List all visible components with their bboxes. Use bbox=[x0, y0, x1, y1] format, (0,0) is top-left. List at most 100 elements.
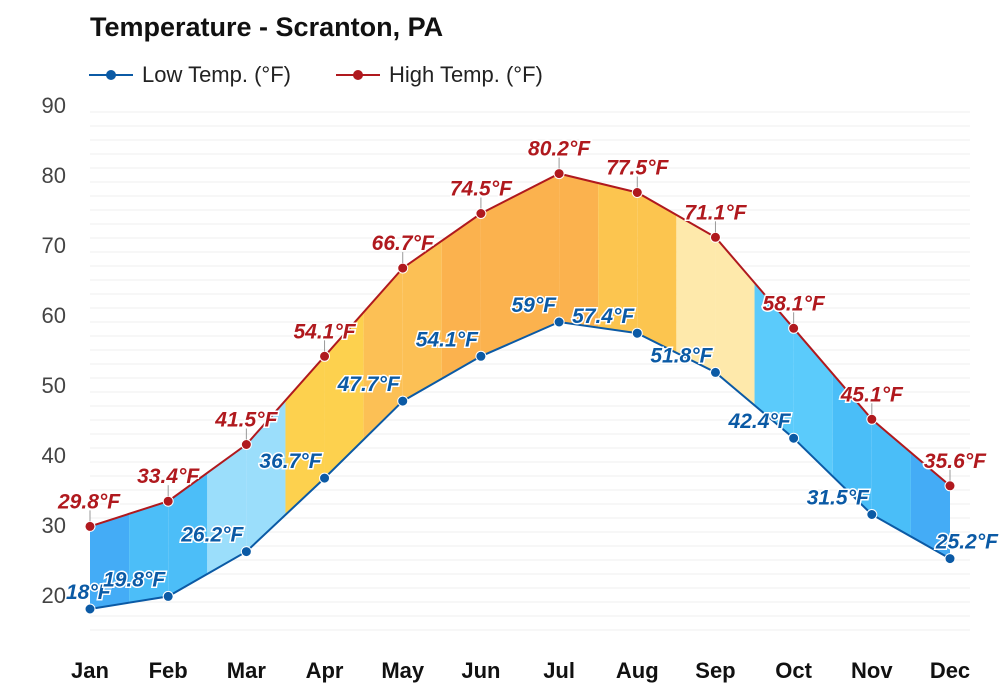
low-temp-line bbox=[89, 320, 951, 610]
low-temp-point[interactable] bbox=[162, 590, 174, 602]
high-temp-label: 71.1°F bbox=[684, 201, 747, 224]
high-temp-point[interactable] bbox=[631, 187, 643, 198]
y-tick-label: 40 bbox=[42, 443, 66, 468]
high-temp-label: 80.2°F bbox=[528, 138, 591, 161]
range-band-sep bbox=[715, 237, 755, 406]
high-temp-label: 74.5°F bbox=[450, 178, 513, 201]
range-band-may bbox=[363, 268, 403, 440]
high-temp-point[interactable] bbox=[162, 495, 174, 507]
legend-swatch-low bbox=[89, 70, 133, 80]
x-tick-label: May bbox=[381, 658, 425, 683]
low-temp-label: 47.7°F bbox=[337, 373, 401, 396]
low-temp-label: 57.4°F bbox=[572, 305, 635, 328]
y-tick-label: 70 bbox=[42, 233, 66, 258]
data-labels: 29.8°F 33.4°F 41.5°F 54.1°F 66.7°F 74.5°F 80.2… bbox=[56, 136, 1000, 605]
low-temp-label: 26.2°F bbox=[180, 524, 244, 547]
legend-label-low: Low Temp. (°F) bbox=[142, 62, 291, 87]
range-band-apr bbox=[285, 356, 325, 515]
high-temp-point[interactable] bbox=[240, 439, 252, 450]
x-tick-label: Aug bbox=[616, 658, 659, 683]
high-temp-label: 66.7°F bbox=[372, 232, 435, 255]
chart-title: Temperature - Scranton, PA bbox=[90, 12, 444, 42]
x-tick-label: Mar bbox=[227, 658, 267, 683]
range-bands bbox=[90, 173, 950, 609]
range-band-mar bbox=[207, 444, 247, 574]
low-temp-label: 19.8°F bbox=[103, 568, 166, 591]
range-band-nov bbox=[871, 419, 911, 537]
low-temp-point[interactable] bbox=[709, 366, 721, 378]
low-temp-label: 31.5°F bbox=[807, 487, 870, 510]
range-band-may bbox=[402, 240, 442, 402]
y-tick-label: 20 bbox=[42, 583, 66, 608]
y-tick-label: 30 bbox=[42, 513, 66, 538]
x-tick-label: Apr bbox=[306, 658, 344, 683]
low-temp-label: 25.2°F bbox=[935, 531, 999, 554]
low-temp-point[interactable] bbox=[240, 546, 252, 558]
high-temp-point[interactable] bbox=[866, 413, 878, 425]
low-temp-point[interactable] bbox=[631, 327, 643, 339]
high-temp-point[interactable] bbox=[319, 350, 331, 362]
high-temp-label: 54.1°F bbox=[293, 320, 356, 343]
high-temp-label: 58.1°F bbox=[763, 292, 826, 315]
high-temp-label: 45.1°F bbox=[840, 383, 904, 406]
low-temp-label: 36.7°F bbox=[259, 450, 322, 473]
high-temp-label: 77.5°F bbox=[606, 157, 669, 180]
range-band-oct bbox=[793, 328, 833, 477]
x-tick-label: Dec bbox=[930, 658, 970, 683]
range-band-jul bbox=[520, 173, 560, 340]
low-temp-point[interactable] bbox=[319, 472, 331, 484]
low-temp-point[interactable] bbox=[475, 350, 487, 362]
low-temp-point[interactable] bbox=[397, 395, 409, 407]
x-tick-label: Jul bbox=[543, 658, 575, 683]
data-points bbox=[84, 168, 956, 615]
high-temp-line bbox=[89, 172, 951, 528]
low-temp-point[interactable] bbox=[84, 603, 96, 615]
range-band-oct bbox=[754, 282, 794, 439]
range-band-feb bbox=[129, 501, 169, 603]
x-tick-label: Oct bbox=[775, 658, 812, 683]
low-temp-label: 59°F bbox=[511, 294, 557, 317]
high-temp-label: 29.8°F bbox=[57, 490, 121, 513]
range-band-feb bbox=[168, 472, 208, 597]
range-band-jun bbox=[441, 213, 481, 379]
high-temp-point[interactable] bbox=[397, 262, 409, 274]
axis-ticks: 20 30 40 50 60 70 80 90 Jan Feb Mar Apr May Jun Jul Aug… bbox=[42, 93, 971, 683]
low-temp-point[interactable] bbox=[553, 316, 565, 328]
low-temp-label: 54.1°F bbox=[416, 328, 479, 351]
range-band-apr bbox=[324, 312, 364, 479]
low-temp-point[interactable] bbox=[866, 509, 878, 520]
low-temp-point[interactable] bbox=[788, 432, 800, 444]
range-band-aug bbox=[637, 192, 677, 353]
high-temp-point[interactable] bbox=[553, 168, 565, 180]
low-temp-label: 42.4°F bbox=[728, 410, 792, 433]
x-tick-label: Jan bbox=[71, 658, 109, 683]
high-temp-label: 35.6°F bbox=[924, 450, 987, 473]
legend: Low Temp. (°F) High Temp. (°F) bbox=[88, 62, 587, 88]
x-tick-label: Jun bbox=[461, 658, 500, 683]
x-tick-label: Feb bbox=[149, 658, 188, 683]
legend-swatch-high bbox=[335, 70, 380, 80]
high-temp-point[interactable] bbox=[709, 231, 721, 243]
range-band-mar bbox=[246, 400, 286, 552]
low-temp-label: 51.8°F bbox=[650, 344, 713, 367]
high-temp-point[interactable] bbox=[475, 208, 487, 219]
low-temp-point[interactable] bbox=[944, 553, 956, 565]
high-temp-label: 33.4°F bbox=[137, 465, 200, 488]
low-temp-label: 18°F bbox=[66, 581, 112, 604]
x-tick-label: Sep bbox=[695, 658, 735, 683]
series-lines bbox=[89, 172, 951, 610]
y-tick-label: 60 bbox=[42, 303, 66, 328]
range-band-dec bbox=[910, 452, 950, 559]
high-temp-point[interactable] bbox=[84, 520, 96, 532]
y-tick-label: 90 bbox=[42, 93, 66, 118]
legend-item-low[interactable]: Low Temp. (°F) bbox=[88, 62, 291, 88]
range-band-sep bbox=[676, 214, 716, 373]
legend-item-high[interactable]: High Temp. (°F) bbox=[335, 62, 543, 88]
x-tick-label: Nov bbox=[851, 658, 893, 683]
high-temp-point[interactable] bbox=[788, 322, 800, 334]
range-band-aug bbox=[598, 183, 638, 334]
range-band-jul bbox=[559, 173, 599, 328]
legend-label-high: High Temp. (°F) bbox=[388, 62, 543, 87]
high-temp-point[interactable] bbox=[944, 480, 956, 492]
